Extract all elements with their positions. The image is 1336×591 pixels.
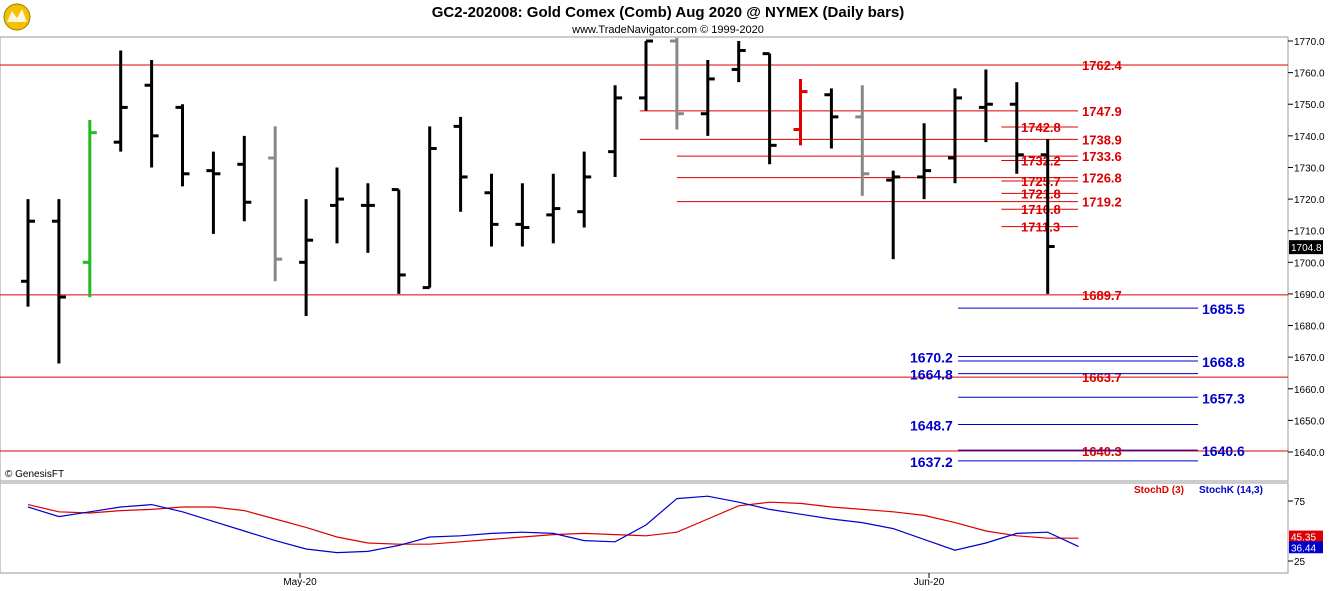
- ohlc-bar: [948, 88, 962, 184]
- last-price-badge: [1289, 240, 1323, 255]
- legend-stochd: StochD (3): [1134, 485, 1184, 496]
- resistance-label: 1719.2: [1082, 195, 1122, 210]
- ohlc-bar: [546, 173, 561, 244]
- stochastic-legend: StochD (3) StochK (14,3): [1134, 485, 1263, 496]
- price-tick-label: 1660.0: [1294, 385, 1325, 396]
- price-tick-label: 1650.0: [1294, 416, 1325, 427]
- ohlc-bar: [824, 88, 839, 149]
- ohlc-bar: [1040, 139, 1055, 294]
- resistance-label: 1738.9: [1082, 132, 1122, 147]
- stochk-last-label: 36.44: [1291, 543, 1316, 554]
- price-tick-label: 1680.0: [1294, 322, 1325, 333]
- resistance-label: 1689.7: [1082, 288, 1122, 303]
- date-tick-label: Jun-20: [914, 577, 945, 588]
- ohlc-bar: [855, 85, 870, 196]
- ohlc-bar: [51, 199, 66, 364]
- ohlc-bar: [1009, 82, 1024, 174]
- bull-bear-logo-icon: [3, 3, 31, 31]
- stochk-last-badge: [1289, 541, 1323, 554]
- stochastic-lines: [27, 495, 1079, 554]
- price-tick-label: 1640.0: [1294, 448, 1325, 459]
- resistance-label: 1721.8: [1021, 186, 1061, 201]
- stochd-last-badge: [1289, 530, 1323, 543]
- resistance-label: 1663.7: [1082, 370, 1122, 385]
- ohlc-bar: [360, 183, 375, 253]
- date-tick-label: May-20: [283, 577, 317, 588]
- price-tick-label: 1690.0: [1294, 290, 1325, 301]
- resistance-label: 1711.3: [1021, 220, 1060, 235]
- price-tick-label: 1720.0: [1294, 195, 1325, 206]
- ohlc-bar: [762, 52, 777, 165]
- ohlc-bar: [731, 41, 746, 83]
- price-tick-label: 1730.0: [1294, 163, 1325, 174]
- ohlc-bar: [422, 126, 437, 290]
- legend-stochk: StochK (14,3): [1199, 485, 1263, 496]
- support-label: 1664.8: [910, 367, 953, 383]
- resistance-label: 1762.4: [1082, 58, 1123, 73]
- ohlc-bar: [608, 85, 623, 177]
- support-label: 1685.5: [1202, 301, 1245, 317]
- level-lines: 1762.4 1747.9 1742.8 1738.9 1733.6 1732.2 1726…: [0, 58, 1288, 470]
- support-label: 1668.8: [1202, 354, 1245, 370]
- price-bars: [21, 37, 1055, 364]
- support-label: 1657.3: [1202, 390, 1245, 406]
- resistance-label: 1725.7: [1021, 174, 1061, 189]
- ohlc-bar: [453, 116, 468, 212]
- price-tick-label: 1750.0: [1294, 100, 1325, 111]
- resistance-label: 1640.3: [1082, 444, 1122, 459]
- resistance-label: 1726.8: [1082, 171, 1122, 186]
- ohlc-bar: [82, 120, 97, 298]
- copyright-label: © GenesisFT: [5, 469, 64, 480]
- stochastic-panel: [0, 482, 1289, 574]
- ohlc-bar: [669, 37, 684, 130]
- price-axis: 1770.0 1760.0 1750.0 1740.0 1730.0 1720.0 1710…: [1288, 37, 1325, 459]
- price-tick-label: 1770.0: [1294, 37, 1325, 48]
- ohlc-bar: [515, 183, 530, 247]
- ohlc-bar: [391, 188, 406, 294]
- chart-title: GC2-202008: Gold Comex (Comb) Aug 2020 @…: [432, 4, 905, 21]
- last-price-label: 1704.8: [1291, 243, 1322, 254]
- ohlc-bar: [268, 126, 283, 282]
- ohlc-bar: [577, 151, 592, 228]
- price-tick-label: 1760.0: [1294, 69, 1325, 80]
- ohlc-bar: [978, 69, 993, 143]
- stochastic-series-line: [27, 495, 1079, 554]
- ohlc-bar: [917, 123, 932, 200]
- resistance-label: 1732.2: [1021, 154, 1061, 169]
- stochastic-series-line: [27, 501, 1079, 545]
- support-label: 1637.2: [910, 454, 953, 470]
- stochastic-tick-label: 75: [1294, 497, 1306, 508]
- price-tick-label: 1710.0: [1294, 227, 1325, 238]
- resistance-label: 1747.9: [1082, 104, 1122, 119]
- ohlc-bar: [144, 59, 159, 168]
- ohlc-bar: [330, 167, 344, 244]
- stochastic-tick-label: 25: [1294, 557, 1306, 568]
- support-label: 1670.2: [910, 350, 953, 366]
- resistance-label: 1716.8: [1021, 202, 1061, 217]
- price-tick-label: 1700.0: [1294, 258, 1325, 269]
- price-tick-label: 1740.0: [1294, 132, 1325, 143]
- ohlc-bar: [700, 59, 715, 136]
- ohlc-bar: [484, 173, 499, 247]
- chart-subtitle: www.TradeNavigator.com © 1999-2020: [571, 24, 764, 36]
- support-label: 1640.6: [1202, 443, 1245, 459]
- resistance-label: 1742.8: [1021, 120, 1061, 135]
- date-axis: May-20 Jun-20: [283, 573, 945, 588]
- price-tick-label: 1670.0: [1294, 353, 1325, 364]
- ohlc-bar: [639, 39, 653, 111]
- ohlc-bar: [299, 199, 314, 317]
- ohlc-bar: [206, 151, 221, 234]
- ohlc-bar: [21, 199, 35, 307]
- support-label: 1648.7: [910, 417, 953, 433]
- ohlc-bar: [175, 104, 190, 187]
- price-panel: [0, 36, 1289, 482]
- ohlc-bar: [237, 135, 252, 222]
- ohlc-bar: [113, 50, 128, 152]
- resistance-label: 1733.6: [1082, 149, 1122, 164]
- stochd-last-label: 45.35: [1291, 533, 1316, 544]
- ohlc-bar: [793, 78, 808, 146]
- ohlc-bar: [886, 170, 901, 260]
